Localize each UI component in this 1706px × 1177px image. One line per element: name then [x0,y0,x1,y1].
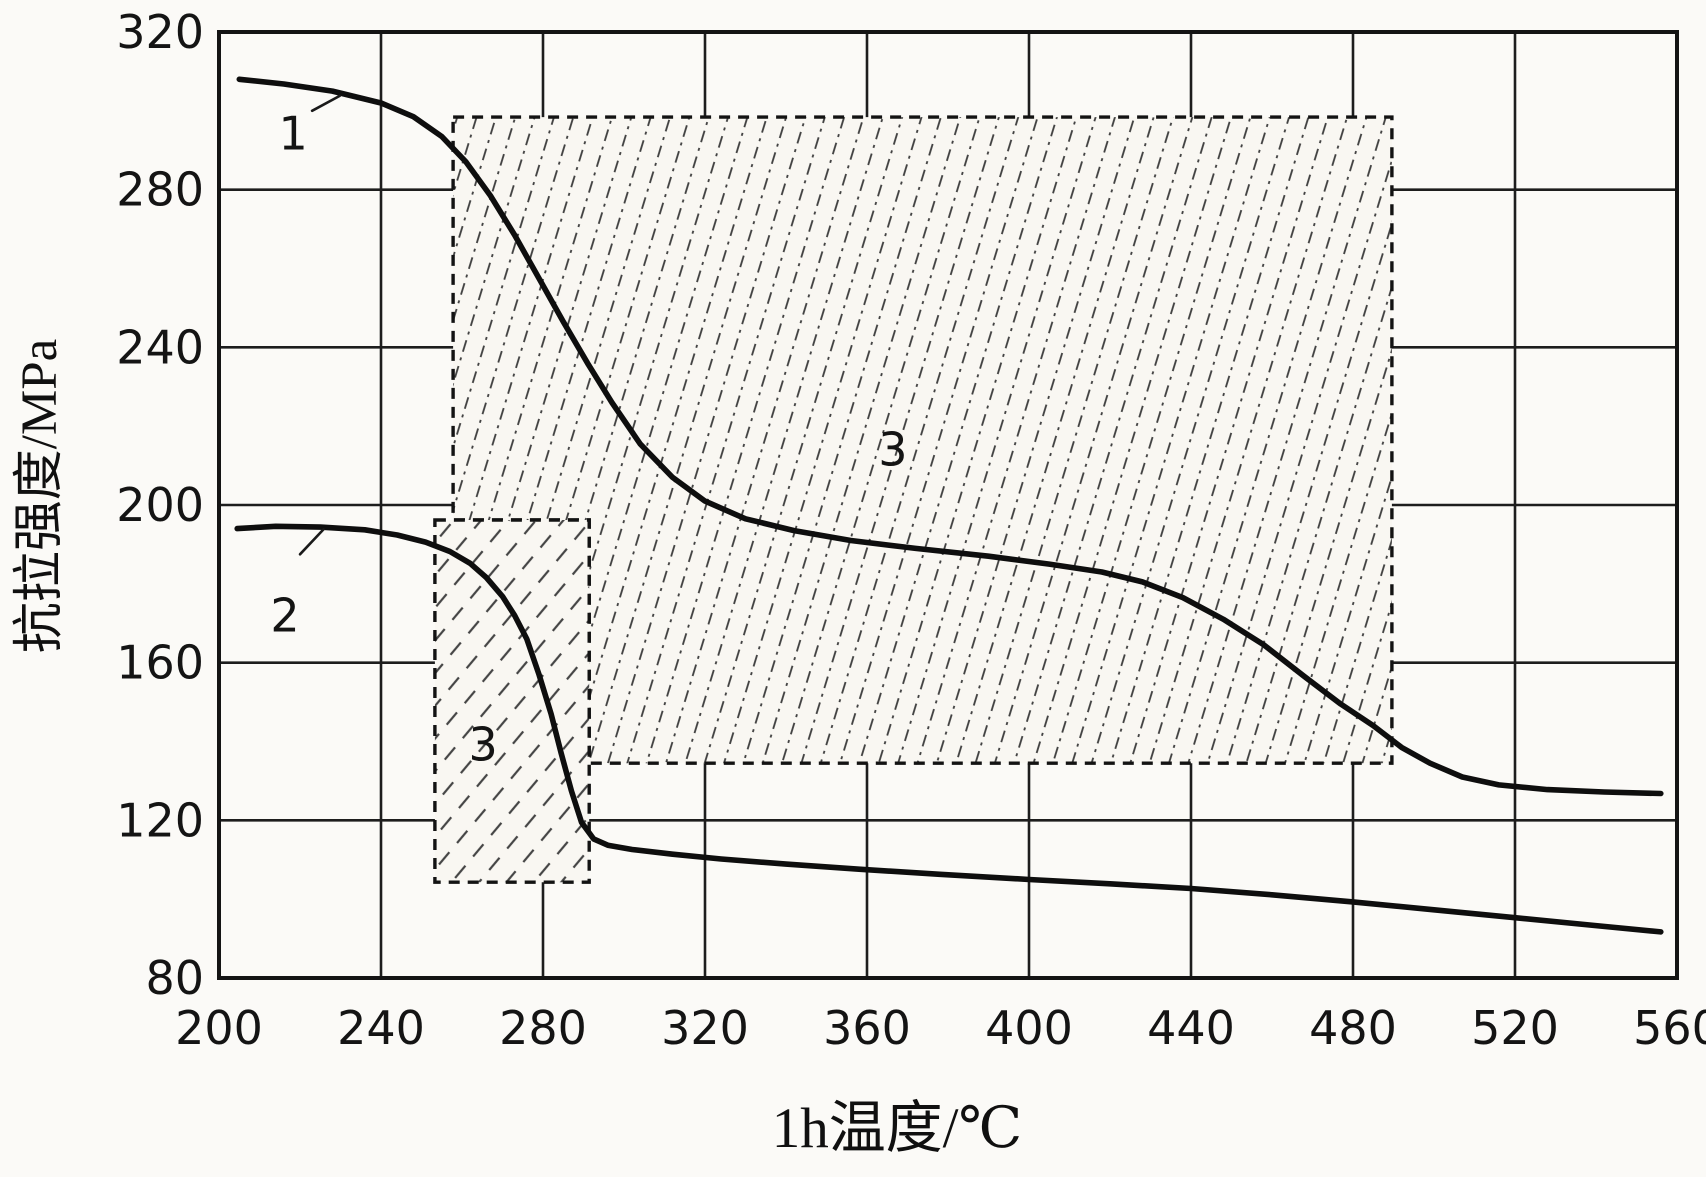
curve-1 [236,76,1664,797]
curves [234,76,1664,935]
hatch-region-2 [433,518,591,884]
y-tick-label: 160 [116,636,204,690]
y-axis-title: 抗拉强度/MPa [12,339,68,654]
curve-label: 1 [278,106,307,160]
y-tick-label: 80 [145,951,204,1005]
curve-2 [234,523,1664,935]
x-tick-label: 560 [1633,1001,1706,1055]
plot-border [217,30,1679,980]
y-tick-label: 120 [116,793,204,847]
region-label: 3 [878,422,907,476]
y-tick-label: 320 [116,5,204,59]
y-tick-label: 280 [116,163,204,217]
x-tick-label: 360 [823,1001,911,1055]
x-tick-label: 440 [1147,1001,1235,1055]
curve-1-leader-line [310,94,342,113]
curve-label: 2 [270,588,299,642]
y-tick-label: 200 [116,478,204,532]
x-tick-label: 400 [985,1001,1073,1055]
region-label: 3 [468,718,497,772]
x-axis-title: 1h温度/℃ [772,1097,1023,1160]
x-tick-label: 240 [337,1001,425,1055]
curve-2-leader-line [298,528,325,556]
x-tick-label: 280 [499,1001,587,1055]
x-tick-label: 480 [1309,1001,1397,1055]
x-tick-label: 320 [661,1001,749,1055]
y-tick-labels: 80 120 160 200 240 280 320 [116,5,204,1005]
hatch-regions: 33 [433,115,1394,884]
y-tick-label: 240 [116,320,204,374]
x-tick-label: 200 [175,1001,263,1055]
curve-annotations: 12 [270,94,342,642]
hatch-region-1 [451,115,1394,765]
x-tick-labels: 200 240 280 320 360 400 440 480 520 560 [175,1001,1706,1055]
x-tick-label: 520 [1471,1001,1559,1055]
